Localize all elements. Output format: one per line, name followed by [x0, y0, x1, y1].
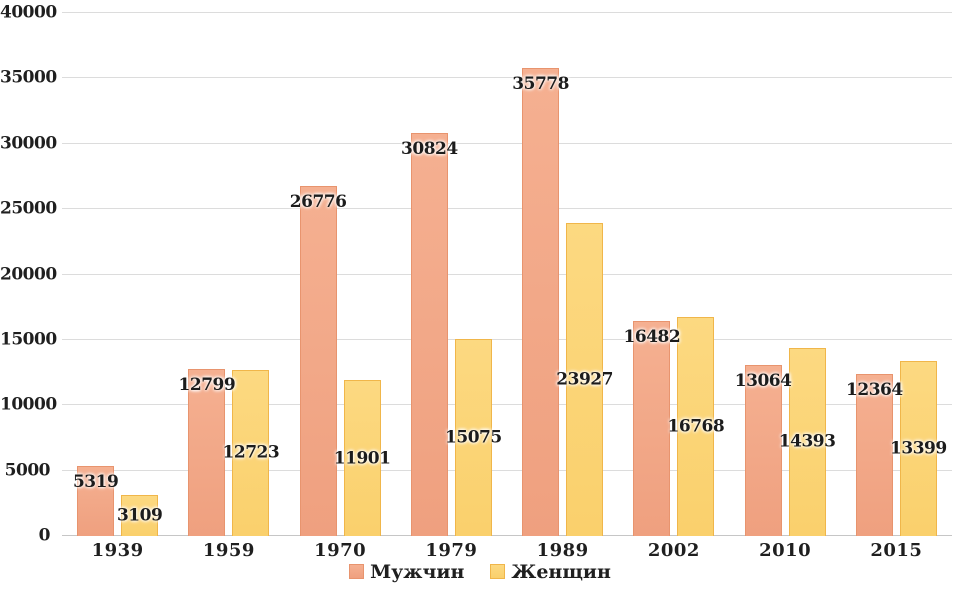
gridline-30000	[62, 142, 952, 144]
bar-group-2015: 12364 13399	[841, 13, 952, 536]
bar-group-1939: 5319 3109	[62, 13, 173, 536]
y-tick-label-40000: 40000	[0, 2, 57, 23]
bar-women-2015: 13399	[890, 360, 947, 536]
legend-swatch-men	[349, 564, 365, 579]
bar-value-label: 12799	[178, 374, 236, 395]
bar-value-label: 16768	[667, 416, 725, 437]
bar-value-label: 15075	[445, 427, 502, 448]
bar-value-label: 3109	[116, 505, 163, 526]
bar-group-1989: 35778 23927	[507, 13, 618, 536]
bar-group-1959: 12799 12723	[173, 13, 284, 536]
y-tick-label-25000: 25000	[0, 198, 57, 219]
gridline-25000	[62, 208, 952, 210]
gridline-15000	[62, 338, 952, 340]
legend-item-women: Женщин	[490, 561, 611, 583]
bar-value-label: 5319	[72, 472, 119, 493]
bar-group-2010: 13064 14393	[730, 13, 841, 536]
legend-item-men: Мужчин	[349, 563, 464, 582]
bar-men-2002: 16482	[624, 320, 681, 536]
y-tick-label-10000: 10000	[0, 394, 57, 415]
bar-value-label: 13399	[890, 438, 947, 459]
bar-group-1970: 26776 11901	[285, 13, 396, 536]
bar-women-1939: 3109	[117, 495, 163, 536]
y-tick-label-0: 0	[38, 525, 51, 546]
bar-men-1939: 5319	[73, 466, 119, 536]
bar-men-1989: 35778	[512, 68, 569, 536]
x-tick-label-1939: 1939	[91, 540, 144, 561]
x-tick-label-1959: 1959	[202, 540, 255, 561]
bar-women-1989: 23927	[556, 223, 613, 536]
bar-value-label: 23927	[556, 369, 613, 390]
x-tick-label-2002: 2002	[647, 540, 700, 561]
x-tick-label-1979: 1979	[425, 540, 478, 561]
y-tick-label-35000: 35000	[0, 67, 57, 88]
bar-value-label: 16482	[623, 326, 681, 347]
bar-value-label: 35778	[512, 74, 569, 95]
bar-value-label: 11901	[333, 448, 391, 469]
plot-area: 5319 3109 12799 12723 26776 11901 30824 15075 35…	[62, 12, 952, 536]
legend: Мужчин Женщин	[0, 563, 960, 582]
bar-women-2010: 14393	[779, 347, 836, 536]
bar-men-2015: 12364	[846, 374, 903, 536]
x-tick-label-2010: 2010	[759, 540, 812, 561]
bar-women-1979: 15075	[445, 338, 502, 536]
x-tick-label-2015: 2015	[870, 540, 923, 561]
gridline-20000	[62, 273, 952, 275]
gridline-0	[62, 535, 952, 536]
bar-group-1979: 30824 15075	[396, 13, 507, 536]
bar-men-1979: 30824	[401, 132, 458, 536]
x-axis-labels: 1939 1959 1970 1979 1989 2002 2010 2015	[62, 542, 952, 560]
bar-value-label: 26776	[289, 191, 347, 212]
legend-label-women: Женщин	[511, 561, 611, 583]
gridline-35000	[62, 77, 952, 79]
x-tick-label-1989: 1989	[536, 540, 589, 561]
y-tick-label-20000: 20000	[0, 264, 57, 284]
gridline-5000	[62, 469, 952, 471]
y-tick-label-5000: 5000	[4, 460, 51, 481]
gridline-40000	[62, 12, 952, 13]
bar-men-1959: 12799	[179, 368, 236, 536]
bar-value-label: 13064	[734, 371, 792, 392]
legend-swatch-women	[490, 564, 506, 579]
bar-value-label: 12364	[846, 380, 903, 401]
bar-women-2002: 16768	[668, 316, 725, 536]
x-tick-label-1970: 1970	[314, 540, 367, 561]
bar-value-label: 14393	[778, 431, 836, 452]
bar-women-1959: 12723	[223, 369, 280, 536]
legend-label-men: Мужчин	[370, 561, 465, 583]
bar-group-2002: 16482 16768	[618, 13, 729, 536]
bar-value-label: 30824	[401, 138, 458, 159]
bar-value-label: 12723	[222, 442, 280, 463]
y-tick-label-15000: 15000	[0, 329, 57, 350]
bar-men-1970: 26776	[290, 185, 347, 536]
y-tick-label-30000: 30000	[0, 133, 57, 154]
bar-men-2010: 13064	[735, 365, 792, 536]
bar-women-1970: 11901	[334, 380, 391, 536]
gridline-10000	[62, 404, 952, 406]
bar-groups: 5319 3109 12799 12723 26776 11901 30824 15075 35…	[62, 13, 952, 536]
